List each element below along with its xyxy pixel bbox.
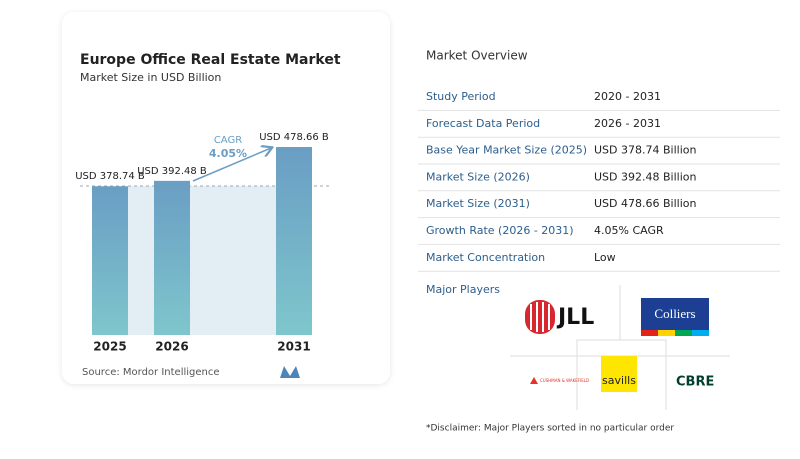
row-value: 2020 - 2031	[594, 90, 661, 103]
colliers-logo: Colliers	[641, 298, 709, 336]
cagr-arrow	[192, 148, 271, 182]
row-value: USD 392.48 Billion	[594, 170, 696, 183]
bar	[92, 186, 128, 335]
row-value: USD 378.74 Billion	[594, 144, 696, 157]
player: CBRE	[676, 375, 714, 390]
savills-logo: savills	[601, 356, 637, 392]
row-value: USD 478.66 Billion	[594, 197, 696, 210]
disclaimer: *Disclaimer: Major Players sorted in no …	[426, 424, 674, 434]
bar	[154, 180, 190, 335]
growth-area	[128, 186, 276, 335]
row-label: Market Size (2031)	[426, 197, 530, 210]
chart-subtitle: Market Size in USD Billion	[80, 71, 221, 84]
value-label: USD 478.66 B	[259, 132, 329, 143]
chart-title: Europe Office Real Estate Market	[80, 52, 341, 68]
brand-logo	[280, 366, 300, 378]
cagr-label: CAGR	[214, 135, 242, 146]
x-tick-label: 2031	[277, 340, 310, 354]
row-label: Growth Rate (2026 - 2031)	[426, 224, 574, 237]
row-label: Forecast Data Period	[426, 117, 540, 130]
x-tick-label: 2026	[155, 340, 188, 354]
overview-title: Market Overview	[426, 49, 528, 63]
value-label: USD 392.48 B	[137, 166, 207, 177]
source: Source: Mordor Intelligence	[82, 367, 220, 378]
row-label: Market Concentration	[426, 251, 545, 264]
bar	[276, 147, 312, 335]
row-value: 2026 - 2031	[594, 117, 661, 130]
x-tick-label: 2025	[93, 340, 126, 354]
row-label: Market Size (2026)	[426, 170, 530, 183]
row-label: Study Period	[426, 90, 496, 103]
player: savills	[602, 374, 636, 387]
row-label: Base Year Market Size (2025)	[426, 144, 587, 157]
players-title: Major Players	[426, 283, 500, 296]
row-value: Low	[594, 251, 616, 264]
player: JLL	[556, 305, 594, 330]
value-label: USD 378.74 B	[75, 171, 145, 182]
row-value: 4.05% CAGR	[594, 224, 664, 237]
cushman-logo: CUSHMAN & WAKEFIELD	[530, 377, 589, 384]
player: CUSHMAN & WAKEFIELD	[540, 378, 589, 383]
divider	[576, 339, 667, 410]
player: Colliers	[654, 306, 695, 321]
jll-logo: JLL	[525, 300, 594, 334]
cagr-value: 4.05%	[209, 147, 247, 160]
